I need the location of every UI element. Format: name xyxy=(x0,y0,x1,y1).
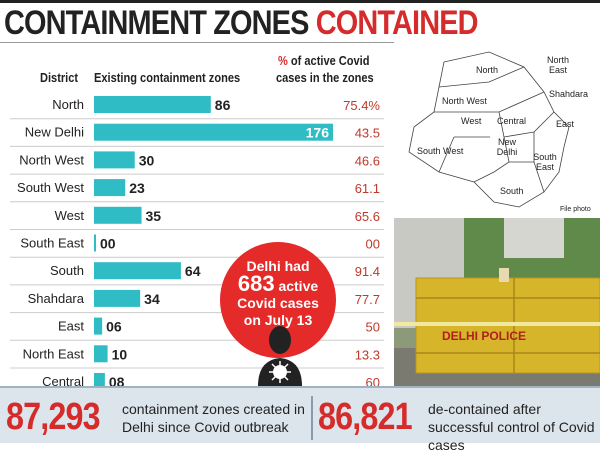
bar xyxy=(94,206,142,224)
bar xyxy=(94,151,135,169)
pct-label: 65.6 xyxy=(355,209,380,224)
pct-label: 46.6 xyxy=(355,153,380,168)
person-virus-icon xyxy=(258,326,302,386)
bar xyxy=(94,317,103,335)
pct-label: 60 xyxy=(366,375,380,387)
top-rule xyxy=(0,0,600,3)
category-label: South West xyxy=(17,180,84,195)
category-label: South xyxy=(50,263,84,278)
stat-created-number: 87,293 xyxy=(6,396,101,438)
stat-decontained-text: de-contained after successful control of… xyxy=(428,401,595,453)
district-map: North North East Shahdara North West Wes… xyxy=(394,42,600,218)
pct-label: 43.5 xyxy=(355,126,380,141)
pct-label: 75.4% xyxy=(343,98,380,113)
pct-label: 50 xyxy=(366,320,380,335)
bar-chart: North 86 75.4% New Delhi 176 43.5 North West 30… xyxy=(10,96,384,387)
value-label: 30 xyxy=(139,152,155,168)
chart-panel: District Existing containment zones % of… xyxy=(0,42,394,387)
bar xyxy=(94,234,96,252)
category-label: North xyxy=(52,97,84,112)
bar xyxy=(94,289,141,307)
value-label: 34 xyxy=(144,291,160,307)
pct-label: 77.7 xyxy=(355,292,380,307)
category-label: South East xyxy=(20,236,84,251)
header-zones: Existing containment zones xyxy=(94,70,241,85)
bar xyxy=(94,123,333,141)
bar xyxy=(94,96,211,113)
value-label: 86 xyxy=(215,97,231,113)
photo-credit: File photo xyxy=(560,206,591,213)
bar xyxy=(94,345,108,363)
value-label: 23 xyxy=(129,180,145,196)
barricade-text: DELHI POLICE xyxy=(442,329,527,343)
category-label: North West xyxy=(19,152,84,167)
barricade-photo: DELHI POLICE xyxy=(394,218,600,386)
value-label: 00 xyxy=(100,236,116,252)
footer-divider xyxy=(311,396,313,440)
callout-bubble: Delhi had 683 active Covid cases on July… xyxy=(220,242,336,358)
bar xyxy=(94,373,105,387)
value-label: 08 xyxy=(109,374,125,387)
header-district: District xyxy=(40,70,79,85)
page-title: CONTAINMENT ZONES CONTAINED xyxy=(4,4,479,42)
stat-created-text: containment zones created in Delhi since… xyxy=(122,401,305,435)
value-label: 64 xyxy=(185,263,201,279)
category-label: West xyxy=(55,208,85,223)
bar xyxy=(94,179,126,197)
category-label: New Delhi xyxy=(25,125,84,140)
bar xyxy=(94,262,181,280)
category-label: Shahdara xyxy=(28,291,85,306)
header-pct: % of active Covid xyxy=(278,53,370,68)
stat-decontained-number: 86,821 xyxy=(318,396,413,438)
footer-banner: 87,293 containment zones created in Delh… xyxy=(0,386,600,453)
pct-label: 91.4 xyxy=(355,264,380,279)
header-pct-line2: cases in the zones xyxy=(276,70,374,85)
value-label: 06 xyxy=(106,319,122,335)
category-label: North East xyxy=(23,346,85,361)
category-label: Central xyxy=(42,374,84,387)
value-label: 10 xyxy=(112,346,128,362)
pct-label: 00 xyxy=(366,237,380,252)
category-label: East xyxy=(58,319,84,334)
pct-label: 13.3 xyxy=(355,347,380,362)
pct-label: 61.1 xyxy=(355,181,380,196)
value-label: 176 xyxy=(306,125,330,141)
value-label: 35 xyxy=(146,208,162,224)
